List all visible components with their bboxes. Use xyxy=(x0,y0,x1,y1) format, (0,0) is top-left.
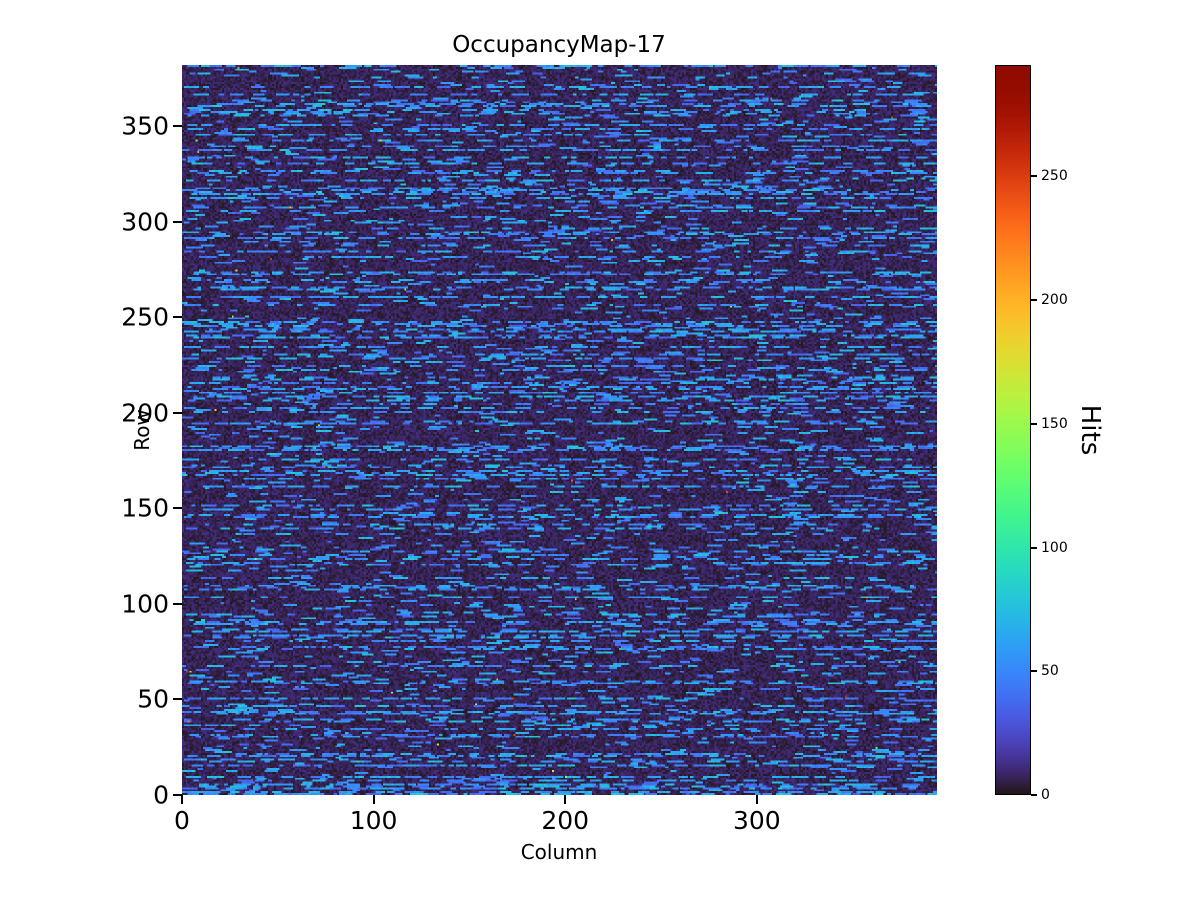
colorbar-tick-mark xyxy=(1031,670,1037,673)
colorbar-tick-label: 50 xyxy=(1041,663,1059,680)
x-tick-mark xyxy=(755,795,758,804)
heatmap-plot-area xyxy=(182,65,937,795)
y-tick-mark xyxy=(173,411,182,414)
y-tick-label: 200 xyxy=(121,398,169,428)
colorbar-tick-label: 150 xyxy=(1041,415,1068,432)
heatmap-canvas xyxy=(182,65,937,795)
y-tick-label: 150 xyxy=(121,493,169,523)
x-tick-label: 100 xyxy=(349,806,398,835)
colorbar-tick-mark xyxy=(1031,299,1037,302)
y-tick-label: 250 xyxy=(121,302,169,332)
y-tick-label: 50 xyxy=(137,684,169,714)
y-tick-label: 300 xyxy=(121,207,169,237)
colorbar-label: Hits xyxy=(1075,404,1105,456)
y-tick-label: 100 xyxy=(121,589,169,619)
colorbar-tick-label: 200 xyxy=(1041,292,1068,309)
y-tick-label: 350 xyxy=(121,111,169,141)
y-tick-label: 0 xyxy=(153,780,169,810)
y-tick-mark xyxy=(173,698,182,701)
x-tick-mark xyxy=(181,795,183,804)
x-tick-label: 300 xyxy=(733,806,781,835)
y-tick-mark xyxy=(173,602,182,605)
colorbar xyxy=(995,65,1031,795)
x-tick-mark xyxy=(372,795,375,804)
colorbar-tick-label: 250 xyxy=(1041,168,1068,185)
colorbar-tick-mark xyxy=(1031,546,1037,549)
x-tick-mark xyxy=(564,795,567,804)
y-tick-mark xyxy=(173,125,182,128)
y-tick-mark xyxy=(173,507,182,510)
colorbar-gradient-canvas xyxy=(996,66,1030,794)
x-tick-label: 0 xyxy=(174,806,190,835)
x-tick-label: 200 xyxy=(541,806,590,835)
chart-title: OccupancyMap-17 xyxy=(452,32,666,58)
colorbar-tick-label: 0 xyxy=(1041,787,1050,803)
y-tick-mark xyxy=(173,794,182,796)
colorbar-tick-mark xyxy=(1031,794,1037,796)
colorbar-tick-mark xyxy=(1031,422,1037,425)
x-axis-label: Column xyxy=(520,840,598,864)
y-tick-mark xyxy=(173,316,182,319)
colorbar-tick-label: 100 xyxy=(1041,539,1068,556)
y-tick-mark xyxy=(173,220,182,223)
colorbar-tick-mark xyxy=(1031,175,1037,178)
